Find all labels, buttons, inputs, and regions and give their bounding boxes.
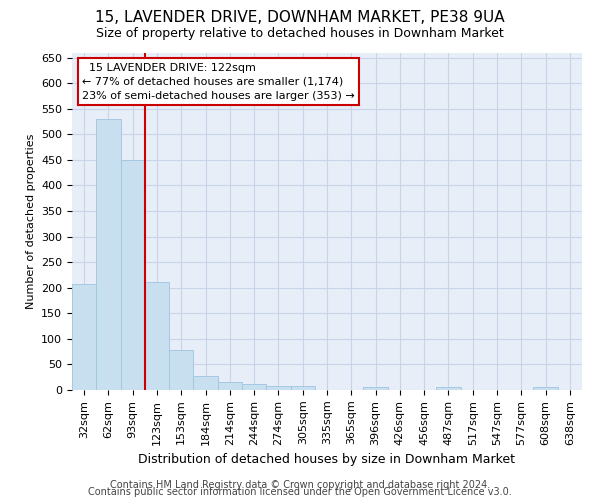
Bar (193, 376, 218, 390)
Bar (290, 386, 315, 390)
Bar (218, 382, 242, 390)
Bar (72, 284, 96, 390)
Y-axis label: Number of detached properties: Number of detached properties (26, 134, 35, 309)
Text: 15, LAVENDER DRIVE, DOWNHAM MARKET, PE38 9UA: 15, LAVENDER DRIVE, DOWNHAM MARKET, PE38… (95, 10, 505, 25)
Bar (96, 119, 121, 390)
Text: 15 LAVENDER DRIVE: 122sqm
← 77% of detached houses are smaller (1,174)
23% of se: 15 LAVENDER DRIVE: 122sqm ← 77% of detac… (82, 62, 355, 100)
Bar (169, 350, 193, 390)
Bar (145, 282, 169, 390)
X-axis label: Distribution of detached houses by size in Downham Market: Distribution of detached houses by size … (139, 453, 515, 466)
Bar (242, 384, 266, 390)
Text: Contains HM Land Registry data © Crown copyright and database right 2024.: Contains HM Land Registry data © Crown c… (110, 480, 490, 490)
Bar (436, 388, 461, 390)
Text: Size of property relative to detached houses in Downham Market: Size of property relative to detached ho… (96, 28, 504, 40)
Bar (266, 386, 290, 390)
Bar (121, 160, 145, 390)
Bar (364, 387, 388, 390)
Bar (533, 388, 558, 390)
Text: Contains public sector information licensed under the Open Government Licence v3: Contains public sector information licen… (88, 487, 512, 497)
